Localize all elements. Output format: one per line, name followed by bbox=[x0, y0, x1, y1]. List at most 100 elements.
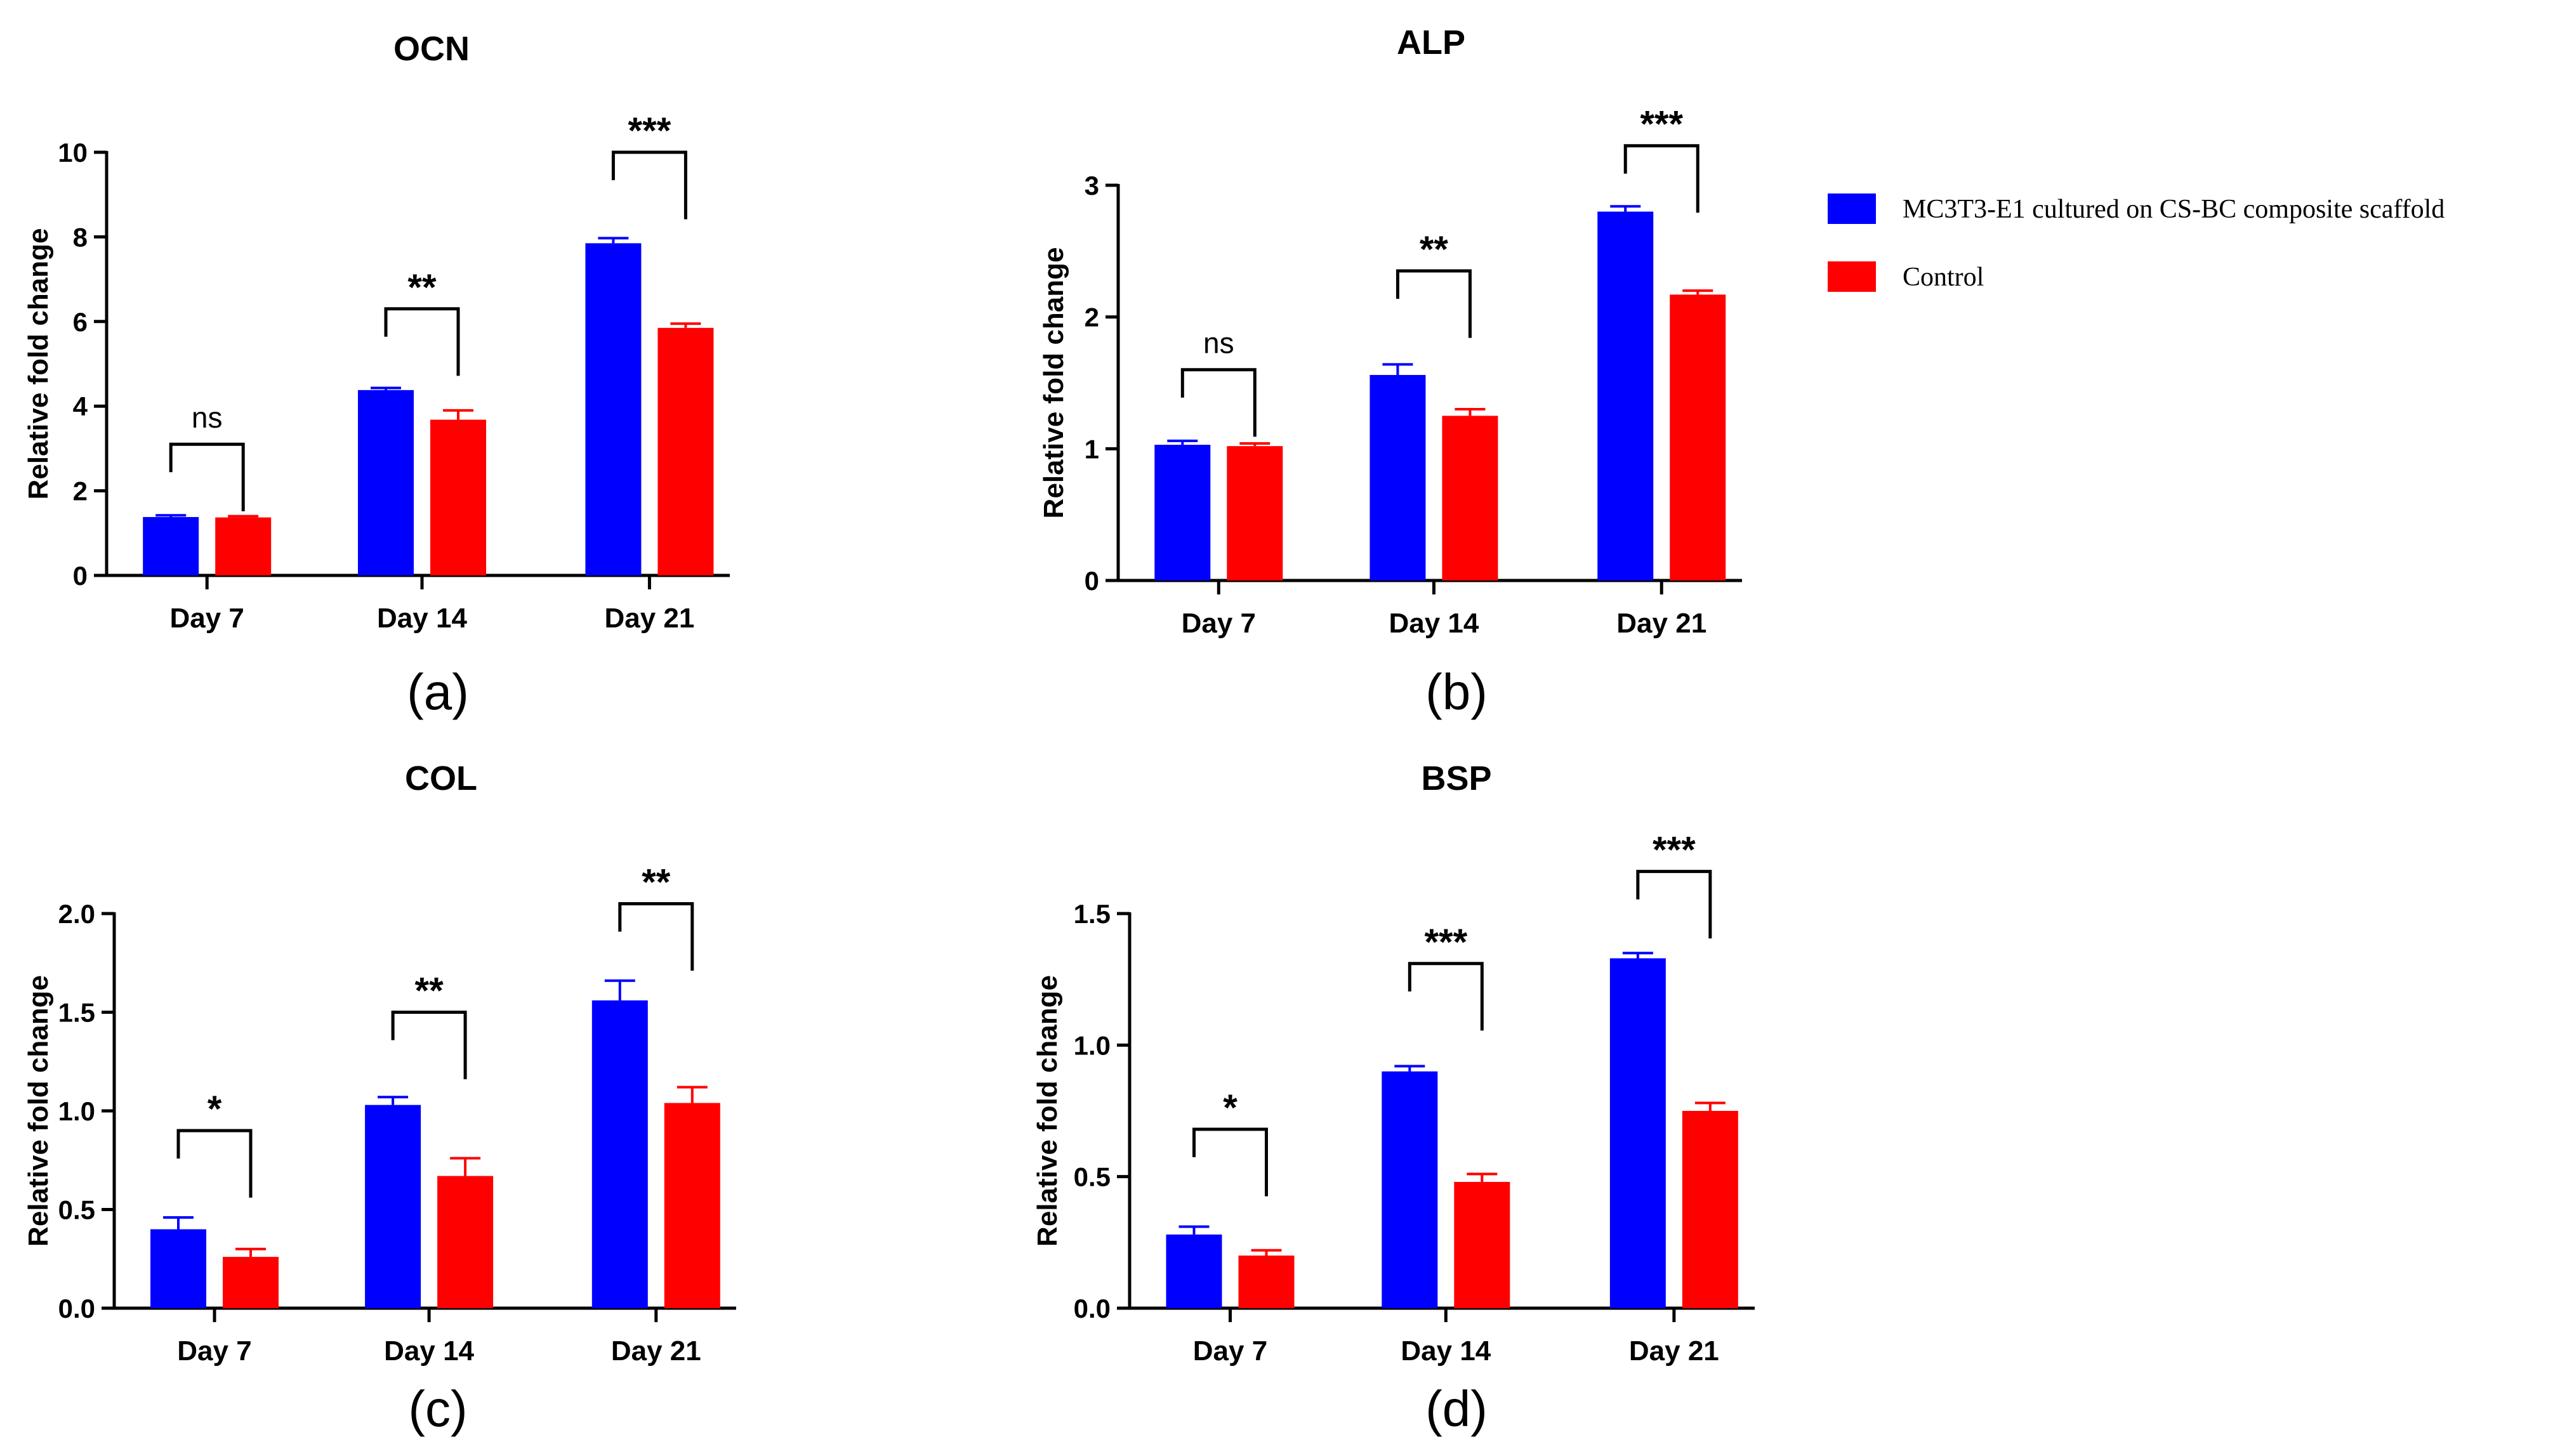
chart-ocn: OCN Relative fold change 0 2 4 6 8 10 Day 7 ns Day… bbox=[23, 30, 730, 720]
bar-scaffold bbox=[1370, 375, 1426, 580]
y-tick-label: 1.0 bbox=[58, 1096, 95, 1126]
y-tick-label: 2 bbox=[73, 476, 88, 506]
significance-bracket bbox=[1396, 269, 1472, 338]
legend: MC3T3-E1 cultured on CS-BC composite sca… bbox=[1828, 193, 2445, 292]
significance-label: *** bbox=[1424, 922, 1467, 963]
y-tick-label: 1 bbox=[1085, 434, 1099, 464]
x-tick-label: Day 14 bbox=[384, 1335, 474, 1367]
bar-control bbox=[1454, 1181, 1510, 1308]
bar-control bbox=[1682, 1111, 1738, 1308]
significance-bracket bbox=[1636, 870, 1712, 939]
y-tick-label: 8 bbox=[73, 222, 88, 252]
x-tick-label: Day 21 bbox=[1616, 608, 1706, 639]
bar-control bbox=[657, 327, 714, 575]
bar-scaffold bbox=[1597, 211, 1654, 580]
significance-bracket bbox=[1192, 1127, 1268, 1197]
bar-control bbox=[437, 1176, 494, 1308]
bar-control bbox=[1670, 294, 1726, 580]
x-tick-label: Day 21 bbox=[611, 1335, 701, 1367]
y-tick-label: 0 bbox=[1085, 566, 1099, 596]
bar-control bbox=[1227, 446, 1283, 580]
y-tick-label: 2.0 bbox=[58, 899, 95, 929]
significance-bracket bbox=[1623, 144, 1700, 213]
chart-alp: ALP Relative fold change 0 1 2 3 Day 7 ns Day 14… bbox=[1038, 23, 1742, 720]
significance-label: ** bbox=[415, 971, 444, 1012]
bar-scaffold bbox=[365, 1105, 421, 1308]
bar-control bbox=[1442, 416, 1498, 580]
x-tick-label: Day 7 bbox=[1182, 608, 1256, 639]
chart-bsp: BSP Relative fold change 0.0 0.5 1.0 1.5 Day 7… bbox=[1032, 759, 1755, 1437]
bar-scaffold bbox=[591, 1000, 648, 1308]
legend-label-scaffold: MC3T3-E1 cultured on CS-BC composite sca… bbox=[1903, 195, 2445, 224]
y-tick-label: 1.5 bbox=[1074, 899, 1111, 929]
y-tick-label: 0 bbox=[73, 561, 88, 591]
bar-control bbox=[430, 419, 486, 575]
bar-scaffold bbox=[585, 243, 642, 575]
y-axis-label: Relative fold change bbox=[23, 975, 54, 1247]
x-tick-label: Day 14 bbox=[1389, 608, 1479, 639]
y-tick-label: 10 bbox=[58, 138, 88, 167]
bar-scaffold bbox=[357, 390, 414, 575]
significance-label: *** bbox=[628, 110, 671, 152]
y-tick-label: 0.5 bbox=[58, 1195, 95, 1225]
significance-bracket bbox=[611, 150, 687, 220]
bar-control bbox=[1238, 1256, 1295, 1308]
bar-scaffold bbox=[1154, 445, 1211, 580]
y-tick-label: 0.5 bbox=[1074, 1162, 1111, 1192]
chart-title: ALP bbox=[1397, 23, 1465, 62]
chart-col: COL Relative fold change 0.0 0.5 1.0 1.5 2.0 Da… bbox=[23, 759, 736, 1437]
y-tick-label: 6 bbox=[73, 307, 88, 337]
chart-title: OCN bbox=[393, 30, 470, 68]
panel-label: (c) bbox=[408, 1381, 467, 1437]
y-tick-label: 0.0 bbox=[58, 1294, 95, 1323]
panel-label: (b) bbox=[1425, 664, 1488, 720]
y-tick-label: 4 bbox=[73, 391, 88, 421]
x-tick-label: Day 14 bbox=[377, 603, 467, 634]
legend-label-control: Control bbox=[1903, 263, 1984, 292]
bar-control bbox=[223, 1257, 279, 1308]
bar-scaffold bbox=[1609, 958, 1666, 1308]
y-tick-label: 0.0 bbox=[1074, 1294, 1111, 1323]
significance-label: *** bbox=[1640, 104, 1683, 145]
y-tick-label: 2 bbox=[1085, 303, 1099, 332]
bar-control bbox=[215, 517, 272, 575]
significance-label: * bbox=[208, 1089, 222, 1130]
significance-label: ns bbox=[1203, 327, 1234, 360]
legend-swatch-control bbox=[1828, 261, 1876, 292]
significance-bracket bbox=[176, 1129, 253, 1198]
x-tick-label: Day 7 bbox=[169, 603, 244, 634]
panel-label: (d) bbox=[1425, 1381, 1488, 1437]
significance-bracket bbox=[1408, 962, 1484, 1031]
significance-bracket bbox=[391, 1011, 467, 1080]
bar-scaffold bbox=[150, 1229, 206, 1308]
significance-label: ns bbox=[192, 401, 223, 434]
chart-title: BSP bbox=[1421, 759, 1491, 797]
significance-bracket bbox=[1180, 368, 1257, 437]
chart-title: COL bbox=[405, 759, 477, 797]
y-axis-label: Relative fold change bbox=[1038, 247, 1069, 519]
x-tick-label: Day 7 bbox=[177, 1335, 251, 1367]
bar-scaffold bbox=[1166, 1234, 1222, 1308]
bar-control bbox=[664, 1103, 720, 1308]
bar-scaffold bbox=[1382, 1071, 1438, 1308]
x-tick-label: Day 14 bbox=[1401, 1335, 1491, 1367]
y-axis-label: Relative fold change bbox=[23, 228, 54, 500]
x-tick-label: Day 7 bbox=[1193, 1335, 1267, 1367]
significance-label: * bbox=[1223, 1087, 1238, 1129]
significance-bracket bbox=[384, 307, 460, 376]
panel-label: (a) bbox=[407, 664, 469, 720]
significance-label: ** bbox=[407, 267, 437, 308]
significance-label: *** bbox=[1653, 830, 1696, 871]
y-tick-label: 1.0 bbox=[1074, 1030, 1111, 1060]
significance-bracket bbox=[618, 902, 694, 971]
y-tick-label: 3 bbox=[1085, 171, 1099, 200]
y-axis-label: Relative fold change bbox=[1032, 975, 1063, 1247]
significance-label: ** bbox=[1420, 229, 1449, 270]
y-tick-label: 1.5 bbox=[58, 998, 95, 1028]
significance-label: ** bbox=[642, 862, 671, 903]
x-tick-label: Day 21 bbox=[604, 603, 694, 634]
significance-bracket bbox=[169, 442, 245, 511]
bar-scaffold bbox=[143, 516, 199, 575]
